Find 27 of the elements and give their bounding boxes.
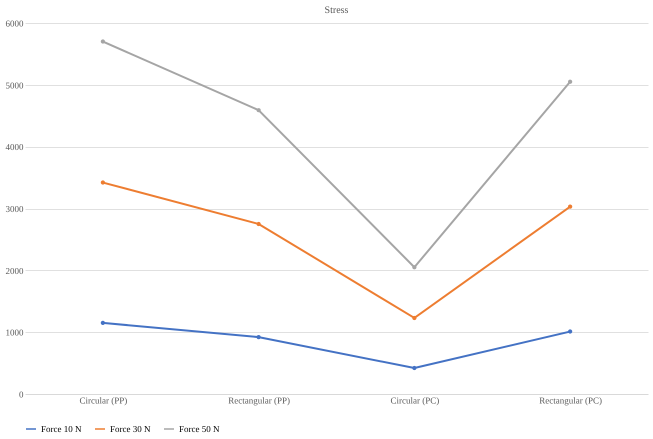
legend-label: Force 50 N	[179, 424, 220, 434]
point	[568, 329, 572, 334]
x-tick-label: Rectangular (PC)	[539, 396, 602, 406]
x-tick-label: Rectangular (PP)	[228, 396, 290, 406]
y-tick-label: 3000	[6, 204, 24, 214]
point	[568, 80, 572, 84]
chart-title: Stress	[324, 5, 349, 16]
y-tick-label: 4000	[6, 142, 24, 152]
point	[412, 366, 416, 370]
y-tick-label: 0	[19, 390, 24, 400]
point	[100, 180, 105, 185]
point	[256, 108, 261, 112]
legend-label: Force 30 N	[110, 424, 151, 434]
y-tick-label: 5000	[6, 80, 24, 90]
y-tick-label: 6000	[6, 18, 24, 28]
point	[568, 204, 572, 209]
point	[412, 316, 416, 320]
point	[412, 265, 416, 270]
legend-label: Force 10 N	[41, 424, 82, 434]
point	[100, 39, 105, 44]
x-tick-label: Circular (PP)	[80, 396, 128, 406]
point	[256, 334, 261, 340]
point	[100, 320, 105, 326]
y-tick-label: 1000	[6, 328, 24, 338]
point	[256, 222, 261, 226]
x-tick-label: Circular (PC)	[390, 396, 440, 406]
y-tick-label: 2000	[6, 266, 24, 276]
